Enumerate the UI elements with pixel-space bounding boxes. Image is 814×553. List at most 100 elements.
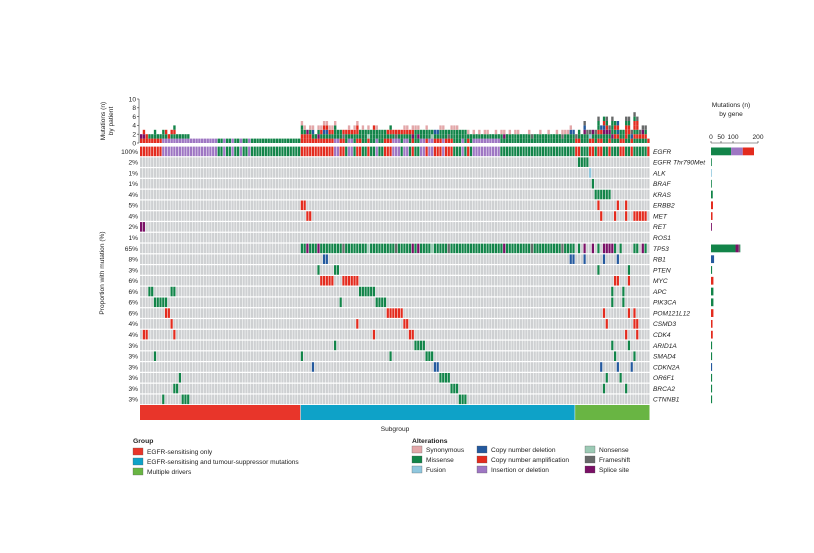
mutation-cell	[589, 383, 592, 394]
mutation-cell	[436, 275, 439, 286]
proportion-label: 4%	[128, 192, 138, 199]
mutation-cell	[647, 168, 650, 178]
mutation-cell	[220, 308, 223, 318]
mutation-cell	[511, 297, 514, 308]
mutation-cell	[608, 157, 611, 167]
mutation-cell	[514, 297, 517, 308]
mutation-cell	[153, 340, 157, 351]
mutation-cell	[575, 254, 578, 264]
mutation-cell	[594, 372, 597, 383]
patient-bar-segment	[444, 138, 448, 143]
mutation-cell	[151, 232, 154, 243]
patient-bar-segment	[156, 138, 159, 143]
mutation-cell	[187, 168, 190, 178]
mutation-cell	[334, 146, 337, 157]
patient-bar-segment	[455, 125, 459, 130]
mutation-cell	[261, 200, 265, 211]
mutation-cell	[395, 232, 398, 243]
mutation-cell	[342, 340, 345, 351]
patient-bar-segment	[347, 125, 351, 130]
patient-bar-segment	[514, 129, 517, 135]
mutation-cell	[528, 362, 531, 372]
mutation-cell	[145, 275, 148, 286]
patient-bar-segment	[583, 121, 586, 126]
mutation-cell	[184, 362, 187, 372]
mutation-cell	[547, 222, 550, 232]
mutation-cell	[450, 275, 453, 286]
mutation-cell	[206, 340, 209, 351]
mutation-cell	[575, 394, 578, 405]
mutation-cell	[638, 243, 642, 254]
patient-bar-segment	[425, 138, 428, 143]
mutation-cell	[212, 157, 215, 167]
mutation-cell	[492, 211, 495, 221]
mutation-cell	[600, 157, 603, 167]
patient-bar-segment	[234, 138, 237, 143]
mutation-cell	[489, 394, 492, 405]
mutation-cell	[237, 232, 240, 243]
mutation-cell	[516, 319, 520, 329]
mutation-cell	[200, 286, 204, 297]
mutation-cell	[444, 308, 448, 318]
mutation-cell	[245, 275, 248, 286]
mutation-cell	[228, 200, 231, 211]
mutation-cell	[347, 308, 351, 318]
mutation-cell	[558, 383, 561, 394]
mutation-cell	[627, 362, 631, 372]
mutation-cell	[314, 157, 317, 167]
patient-bar-segment	[500, 129, 503, 135]
mutation-cell	[237, 351, 240, 361]
mutation-cell	[392, 146, 395, 157]
mutation-cell	[314, 372, 317, 383]
mutation-cell	[492, 157, 495, 167]
mutation-cell	[544, 265, 547, 275]
mutation-cell	[633, 222, 636, 232]
mutation-cell	[214, 329, 218, 340]
mutation-cell	[189, 200, 193, 211]
mutation-cell	[361, 340, 364, 351]
mutation-cell	[392, 254, 395, 264]
mutation-cell	[367, 189, 370, 200]
mutation-cell	[270, 308, 273, 318]
mutation-cell	[184, 394, 187, 405]
mutation-cell	[198, 372, 201, 383]
mutation-cell	[176, 254, 179, 264]
mutation-cell	[148, 362, 151, 372]
mutation-cell	[237, 340, 240, 351]
mutation-cell	[577, 340, 581, 351]
mutation-cell	[469, 383, 473, 394]
mutation-cell	[339, 340, 342, 351]
mutation-cell	[234, 351, 237, 361]
mutation-cell	[500, 329, 503, 340]
patient-bar-segment	[622, 138, 625, 143]
mutation-cell	[342, 362, 345, 372]
mutation-cell	[494, 297, 497, 308]
mutation-cell	[339, 308, 342, 318]
mutation-cell	[419, 232, 423, 243]
mutation-cell	[214, 189, 218, 200]
mutation-cell	[417, 243, 420, 254]
patient-bar-segment	[342, 129, 345, 135]
mutation-cell	[633, 254, 636, 264]
mutation-cell	[608, 351, 611, 361]
patient-bar-segment	[381, 134, 384, 139]
mutation-cell	[195, 329, 198, 340]
mutation-cell	[292, 222, 295, 232]
mutation-cell	[619, 157, 622, 167]
mutation-cell	[212, 168, 215, 178]
mutation-cell	[511, 254, 514, 264]
patient-bar-segment	[533, 134, 536, 139]
patient-bar-segment	[167, 138, 171, 143]
mutation-cell	[256, 297, 259, 308]
mutation-cell	[436, 308, 439, 318]
mutation-cell	[209, 286, 212, 297]
mutation-cell	[433, 189, 437, 200]
mutation-cell	[552, 157, 556, 167]
mutation-cell	[464, 286, 467, 297]
patient-bar-segment	[178, 134, 182, 139]
mutation-cell	[619, 308, 622, 318]
mutation-cell	[613, 362, 617, 372]
mutation-cell	[530, 146, 534, 157]
mutation-cell	[372, 394, 376, 405]
mutation-cell	[580, 319, 583, 329]
